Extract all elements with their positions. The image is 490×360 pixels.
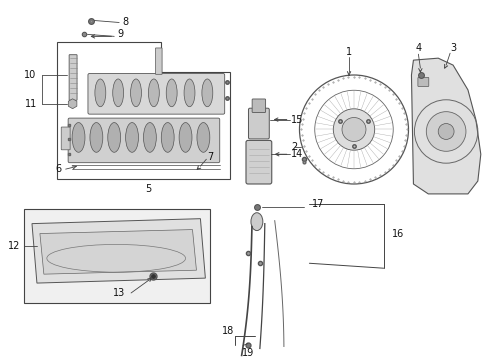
FancyBboxPatch shape	[248, 108, 270, 139]
FancyBboxPatch shape	[68, 118, 220, 163]
Ellipse shape	[130, 79, 142, 107]
Text: 7: 7	[207, 152, 214, 162]
FancyBboxPatch shape	[418, 77, 429, 86]
FancyBboxPatch shape	[61, 127, 70, 150]
Text: 14: 14	[292, 149, 304, 159]
Ellipse shape	[202, 79, 213, 107]
Ellipse shape	[108, 122, 121, 152]
Polygon shape	[40, 230, 196, 274]
Bar	[24, 209, 210, 303]
Text: 1: 1	[346, 47, 352, 57]
Text: 15: 15	[292, 114, 304, 125]
Circle shape	[438, 123, 454, 139]
Ellipse shape	[184, 79, 195, 107]
Ellipse shape	[95, 79, 106, 107]
FancyBboxPatch shape	[69, 55, 77, 100]
Ellipse shape	[197, 122, 210, 152]
Text: 18: 18	[222, 326, 234, 336]
Text: 19: 19	[242, 348, 254, 359]
FancyBboxPatch shape	[252, 99, 266, 112]
Ellipse shape	[148, 79, 159, 107]
Text: 9: 9	[117, 30, 123, 39]
FancyBboxPatch shape	[155, 48, 162, 74]
Polygon shape	[32, 219, 205, 283]
Ellipse shape	[72, 122, 85, 152]
Text: 17: 17	[312, 199, 324, 209]
Circle shape	[333, 109, 375, 150]
Ellipse shape	[113, 79, 123, 107]
Text: 4: 4	[416, 43, 421, 53]
Ellipse shape	[90, 122, 103, 152]
Polygon shape	[412, 58, 481, 194]
Circle shape	[342, 117, 366, 141]
Text: 3: 3	[450, 43, 456, 53]
Ellipse shape	[144, 122, 156, 152]
Text: 10: 10	[24, 70, 36, 80]
Text: 12: 12	[8, 242, 20, 251]
FancyBboxPatch shape	[246, 140, 272, 184]
Text: 11: 11	[25, 99, 37, 109]
Text: 16: 16	[392, 229, 404, 239]
Ellipse shape	[179, 122, 192, 152]
Ellipse shape	[251, 213, 263, 230]
Ellipse shape	[125, 122, 139, 152]
FancyBboxPatch shape	[88, 73, 225, 114]
Text: 5: 5	[145, 184, 151, 194]
Circle shape	[426, 112, 466, 151]
Ellipse shape	[166, 79, 177, 107]
Text: 2: 2	[292, 142, 297, 152]
Text: 8: 8	[122, 18, 128, 27]
Text: 6: 6	[56, 164, 62, 174]
Ellipse shape	[161, 122, 174, 152]
Text: 13: 13	[113, 288, 125, 298]
